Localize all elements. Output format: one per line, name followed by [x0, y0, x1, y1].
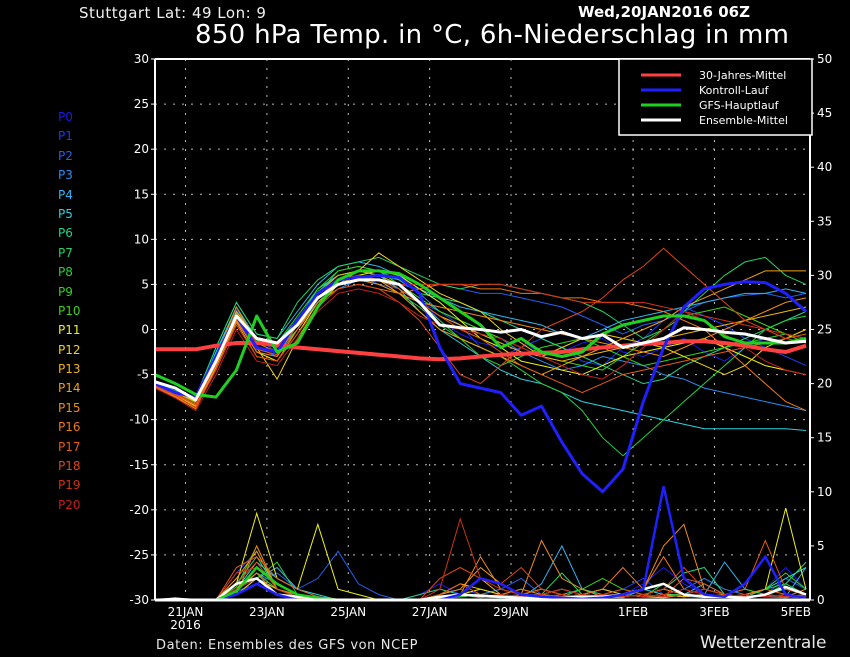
precip-line-p15: [155, 523, 807, 601]
precip-line-kontroll-lauf: [155, 486, 807, 602]
y-left-tick-label: -15: [129, 458, 149, 472]
x-tick-sublabel: 2016: [170, 618, 201, 632]
legend-label: GFS-Hauptlauf: [699, 99, 780, 112]
y-right-tick-label: 20: [817, 377, 832, 391]
y-left-tick-label: -30: [129, 593, 149, 607]
x-tick-label: 21JAN: [168, 605, 204, 619]
y-left-tick-label: 10: [134, 232, 149, 246]
member-label-p13: P13: [58, 362, 81, 377]
y-left-tick-label: 5: [141, 277, 149, 291]
legend-label: Kontroll-Lauf: [699, 84, 770, 97]
y-right-tick-label: 45: [817, 106, 832, 120]
brand-label: Wetterzentrale: [700, 633, 827, 653]
y-right-tick-label: 40: [817, 160, 832, 174]
member-label-p0: P0: [58, 110, 73, 124]
chart-legend: 30-Jahres-Mittel Kontroll-Lauf GFS-Hauptla…: [618, 58, 813, 136]
member-label-p19: P19: [58, 478, 81, 493]
member-label-p18: P18: [58, 459, 81, 474]
y-left-tick-label: 15: [134, 187, 149, 201]
run-date-label: Wed,20JAN2016 06Z: [578, 3, 750, 21]
main-series-lines: [154, 269, 807, 494]
temp-lines: [154, 247, 807, 457]
y-right-tick-label: 30: [817, 268, 832, 282]
series-line-kontroll-lauf: [154, 273, 807, 494]
axes: 302520151050-5-10-15-20-25-3050454035302…: [129, 52, 832, 632]
member-label-p20: P20: [58, 497, 81, 512]
member-legend: P0 P1 P2 P3 P4 P5 P6 P7 P8 P9 P10 P11 P12 P13 P14 P15 P1…: [58, 108, 81, 515]
x-tick-label: 3FEB: [699, 605, 729, 619]
series-line-ensemble-mittel: [154, 278, 807, 402]
y-right-tick-label: 35: [817, 214, 832, 228]
data-source-label: Daten: Ensembles des GFS von NCEP: [156, 638, 419, 653]
member-label-p6: P6: [58, 226, 73, 241]
x-tick-label: 29JAN: [493, 605, 529, 619]
y-left-tick-label: 0: [141, 323, 149, 337]
y-left-tick-label: -10: [129, 413, 149, 427]
x-tick-label: 5FEB: [781, 605, 811, 619]
legend-label: 30-Jahres-Mittel: [699, 69, 786, 82]
y-left-tick-label: -25: [129, 548, 149, 562]
x-tick-label: 27JAN: [412, 605, 448, 619]
member-label-p11: P11: [58, 323, 81, 338]
precip-line-p17: [155, 539, 807, 601]
chart-title: 850 hPa Temp. in °C, 6h-Niederschlag in …: [195, 20, 790, 50]
series-line-gfs-hauptlauf: [154, 269, 807, 399]
temp-line-p17: [154, 274, 807, 406]
y-right-tick-label: 25: [817, 323, 832, 337]
y-right-tick-label: 10: [817, 485, 832, 499]
member-label-p10: P10: [58, 303, 81, 318]
legend-label: Ensemble-Mittel: [699, 114, 788, 127]
precip-line-ensemble-mittel: [154, 577, 807, 602]
member-label-p15: P15: [58, 400, 81, 415]
y-right-tick-label: 5: [817, 539, 825, 553]
temp-line-p18: [154, 247, 807, 409]
member-label-p4: P4: [58, 187, 73, 202]
y-left-tick-label: 20: [134, 142, 149, 156]
y-right-tick-label: 15: [817, 431, 832, 445]
member-label-p1: P1: [58, 129, 73, 144]
temp-line-p16: [154, 283, 807, 412]
member-label-p2: P2: [58, 148, 73, 163]
y-right-tick-label: 50: [817, 52, 832, 66]
precip-lines: [154, 486, 807, 602]
y-left-tick-label: -20: [129, 503, 149, 517]
member-label-p8: P8: [58, 265, 73, 280]
series-line-30-jahres-mittel: [155, 339, 807, 362]
member-label-p14: P14: [58, 381, 81, 396]
member-label-p12: P12: [58, 342, 81, 357]
location-label: Stuttgart Lat: 49 Lon: 9: [79, 4, 267, 22]
y-left-tick-label: -5: [137, 368, 149, 382]
y-left-tick-label: 30: [134, 52, 149, 66]
member-label-p9: P9: [58, 284, 73, 299]
legend-box: [618, 58, 813, 136]
x-tick-label: 23JAN: [249, 605, 285, 619]
x-tick-label: 25JAN: [330, 605, 366, 619]
x-tick-label: 1FEB: [618, 605, 648, 619]
y-right-tick-label: 0: [817, 593, 825, 607]
member-label-p3: P3: [58, 168, 73, 183]
member-label-p17: P17: [58, 439, 81, 454]
member-label-p5: P5: [58, 206, 73, 221]
y-left-tick-label: 25: [134, 97, 149, 111]
member-label-p7: P7: [58, 245, 73, 260]
member-label-p16: P16: [58, 420, 81, 435]
